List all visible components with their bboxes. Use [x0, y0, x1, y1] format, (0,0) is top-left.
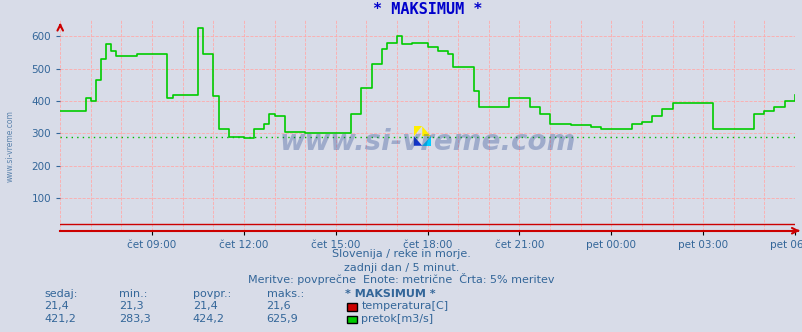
Title: * MAKSIMUM *: * MAKSIMUM * [372, 2, 482, 17]
Text: * MAKSIMUM *: * MAKSIMUM * [345, 289, 435, 299]
Polygon shape [413, 126, 422, 136]
Polygon shape [422, 126, 430, 136]
Text: 283,3: 283,3 [119, 314, 151, 324]
Polygon shape [422, 136, 430, 146]
Text: 421,2: 421,2 [44, 314, 76, 324]
Text: maks.:: maks.: [266, 289, 303, 299]
Text: zadnji dan / 5 minut.: zadnji dan / 5 minut. [343, 263, 459, 273]
Text: temperatura[C]: temperatura[C] [361, 301, 448, 311]
Text: www.si-vreme.com: www.si-vreme.com [6, 110, 15, 182]
Text: povpr.:: povpr.: [192, 289, 231, 299]
Text: 21,4: 21,4 [192, 301, 217, 311]
Text: min.:: min.: [119, 289, 147, 299]
Text: 424,2: 424,2 [192, 314, 225, 324]
Text: Slovenija / reke in morje.: Slovenija / reke in morje. [332, 249, 470, 259]
Text: pretok[m3/s]: pretok[m3/s] [361, 314, 433, 324]
Text: sedaj:: sedaj: [44, 289, 78, 299]
Text: www.si-vreme.com: www.si-vreme.com [279, 128, 575, 156]
Text: 625,9: 625,9 [266, 314, 298, 324]
Text: 21,4: 21,4 [44, 301, 69, 311]
Text: 21,3: 21,3 [119, 301, 144, 311]
Text: Meritve: povprečne  Enote: metrične  Črta: 5% meritev: Meritve: povprečne Enote: metrične Črta:… [248, 273, 554, 285]
Text: 21,6: 21,6 [266, 301, 291, 311]
Polygon shape [413, 136, 422, 146]
